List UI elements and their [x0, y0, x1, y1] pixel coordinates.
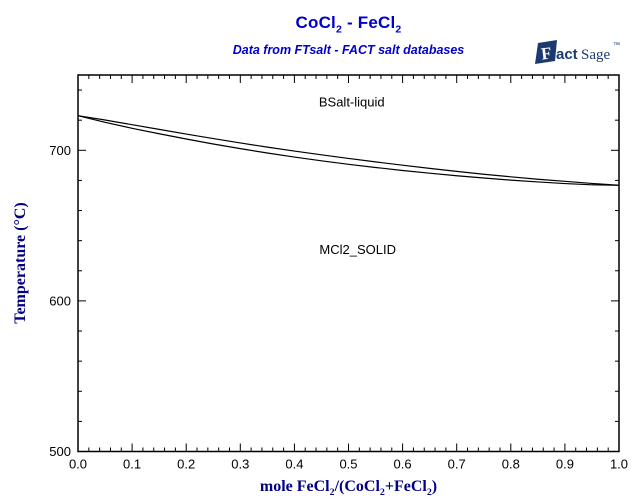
x-minor-ticks: [88, 75, 609, 452]
y-axis-title: Temperature (°C): [12, 202, 29, 324]
x-tick-label: 0.3: [231, 457, 249, 472]
factsage-logo-act: act: [556, 46, 578, 63]
x-tick-label: 0.1: [123, 457, 141, 472]
x-tick-label: 0.6: [394, 457, 412, 472]
x-tick-label: 0.7: [448, 457, 466, 472]
factsage-logo-sage: Sage: [581, 47, 611, 63]
liquidus-curve: [77, 115, 620, 186]
y-major-ticks: [78, 149, 619, 452]
solidus-curve: [77, 115, 620, 186]
region-labels: BSalt-liquid: [319, 95, 385, 110]
y-tick-labels: 500 600 700: [49, 143, 71, 459]
factsage-logo: F act Sage ™: [535, 40, 620, 64]
mcl2-solid-region-label: MCl2_SOLID: [319, 242, 396, 257]
bsalt-liquid-region-label: BSalt-liquid: [319, 95, 385, 110]
chart-subtitle: Data from FTsalt - FACT salt databases: [232, 43, 465, 57]
factsage-logo-parallelogram: [535, 40, 557, 64]
factsage-logo-f: F: [540, 44, 553, 64]
x-tick-label: 0.4: [285, 457, 303, 472]
x-tick-label: 1.0: [610, 457, 628, 472]
x-axis-title: mole FeCl2/(CoCl2+FeCl2): [259, 478, 438, 499]
factsage-logo-trademark: ™: [613, 42, 620, 49]
x-tick-labels: 0.0 0.1 0.2 0.3 0.4 0.5 0.6 0.7 0.8 0.9 1.0: [69, 457, 628, 472]
region-labels: MCl2_SOLID: [319, 242, 396, 257]
chart-title: CoCl2 - FeCl2: [295, 13, 402, 36]
y-tick-label: 500: [49, 444, 71, 459]
plot-frame: [77, 74, 620, 453]
y-tick-label: 700: [49, 143, 71, 158]
y-tick-label: 600: [49, 293, 71, 308]
x-tick-label: 0.9: [556, 457, 574, 472]
x-tick-label: 0.0: [69, 457, 87, 472]
y-minor-ticks: [78, 89, 619, 422]
x-tick-label: 0.8: [502, 457, 520, 472]
x-tick-label: 0.2: [177, 457, 195, 472]
x-tick-label: 0.5: [339, 457, 357, 472]
x-major-ticks: [77, 75, 620, 452]
